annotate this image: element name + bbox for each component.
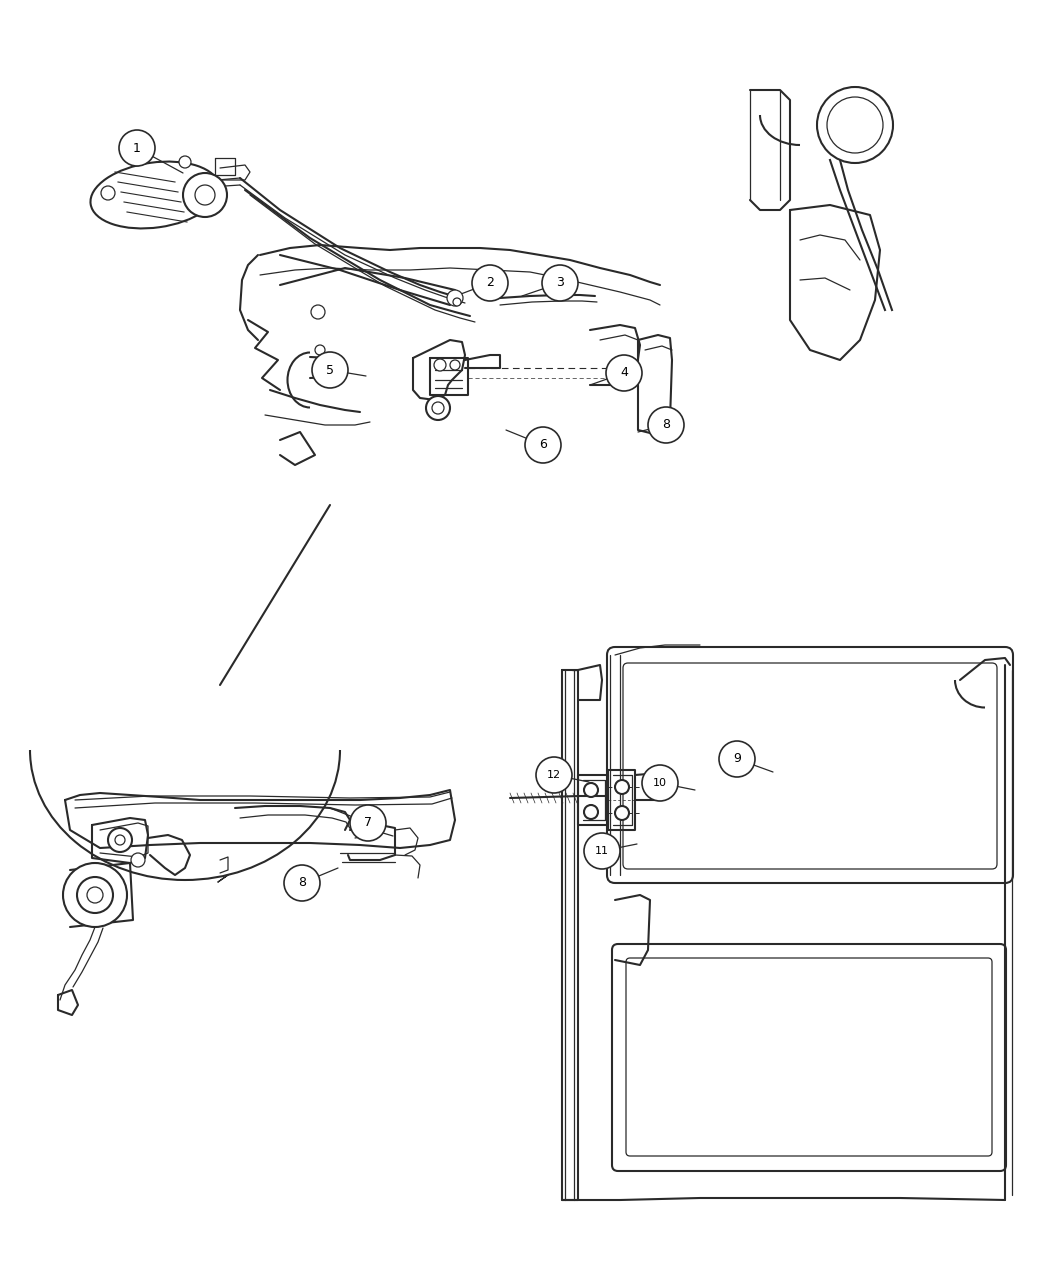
Circle shape (108, 827, 132, 852)
Text: 11: 11 (595, 847, 609, 856)
Circle shape (178, 156, 191, 168)
Circle shape (315, 346, 326, 354)
Text: 1: 1 (133, 142, 141, 154)
Circle shape (615, 780, 629, 794)
Circle shape (536, 757, 572, 793)
Circle shape (434, 360, 446, 371)
Text: 8: 8 (662, 418, 670, 431)
Circle shape (719, 741, 755, 776)
Circle shape (432, 402, 444, 414)
Text: 5: 5 (326, 363, 334, 376)
Circle shape (63, 863, 127, 927)
Circle shape (584, 783, 598, 797)
Circle shape (450, 360, 460, 370)
Text: 7: 7 (364, 816, 372, 830)
Circle shape (87, 887, 103, 903)
Text: 3: 3 (556, 277, 564, 289)
Circle shape (648, 407, 684, 442)
Circle shape (183, 173, 227, 217)
Circle shape (119, 130, 155, 166)
Circle shape (101, 186, 116, 200)
Circle shape (584, 833, 620, 870)
Circle shape (542, 265, 578, 301)
Text: 6: 6 (539, 439, 547, 451)
Text: 10: 10 (653, 778, 667, 788)
Circle shape (453, 298, 461, 306)
Circle shape (642, 765, 678, 801)
Text: 9: 9 (733, 752, 741, 765)
Circle shape (131, 853, 145, 867)
Text: 12: 12 (547, 770, 561, 780)
Text: 4: 4 (621, 366, 628, 380)
Circle shape (817, 87, 892, 163)
Circle shape (312, 352, 348, 388)
Circle shape (827, 97, 883, 153)
Circle shape (615, 806, 629, 820)
Text: 2: 2 (486, 277, 494, 289)
Circle shape (195, 185, 215, 205)
Circle shape (284, 864, 320, 901)
Circle shape (311, 305, 326, 319)
Circle shape (116, 835, 125, 845)
Circle shape (447, 289, 463, 306)
Circle shape (426, 397, 450, 419)
Circle shape (350, 805, 386, 842)
Circle shape (525, 427, 561, 463)
Text: 8: 8 (298, 876, 306, 890)
Circle shape (606, 354, 642, 391)
Circle shape (584, 805, 598, 819)
Circle shape (472, 265, 508, 301)
Circle shape (77, 877, 113, 913)
